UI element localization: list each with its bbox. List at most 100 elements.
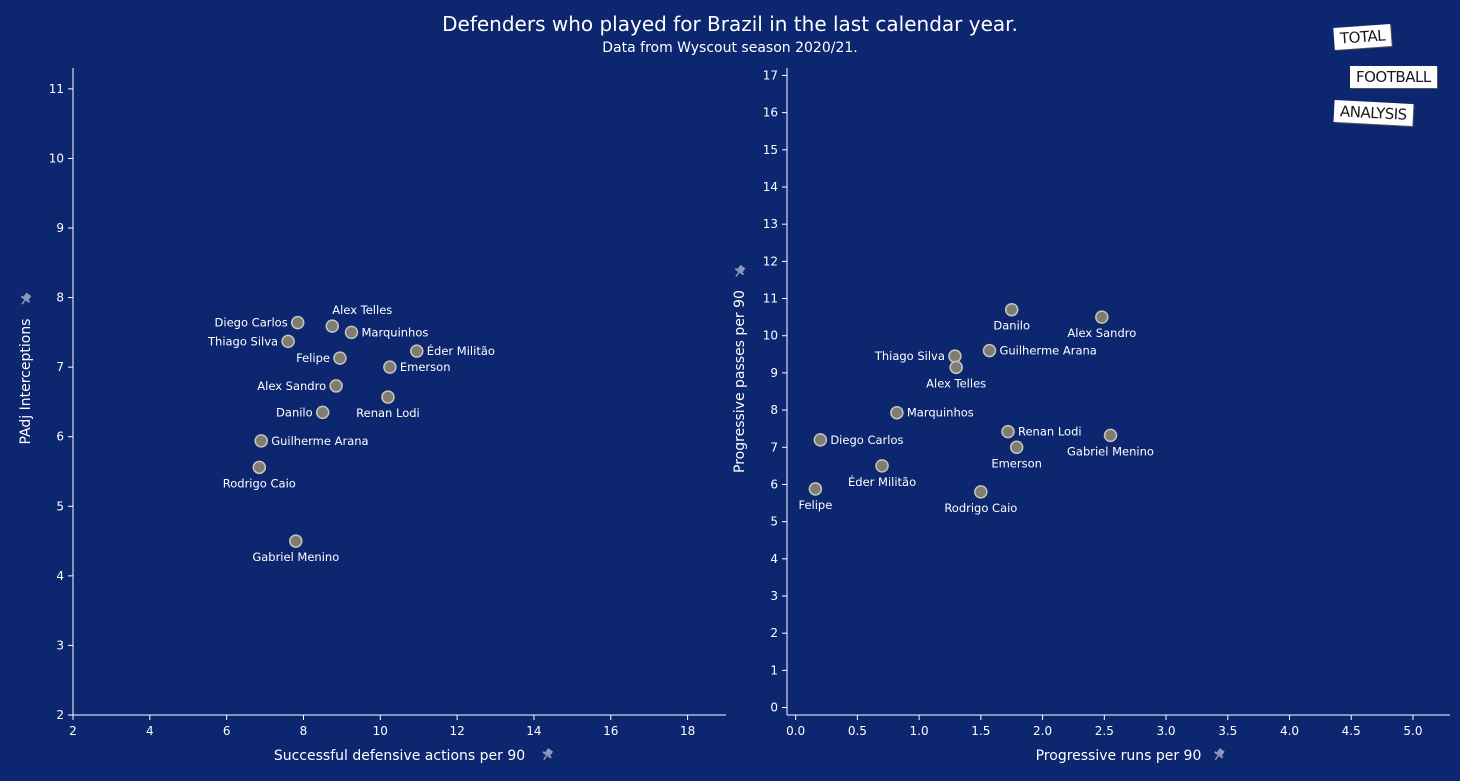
x-tick-label: 4.5: [1342, 724, 1361, 738]
pin-icon: [542, 748, 554, 761]
y-tick-label: 2: [770, 626, 778, 640]
data-point-marker: [1004, 302, 1019, 317]
data-point-marker: [325, 319, 340, 333]
x-tick-label: 0.0: [786, 724, 805, 738]
scatter-chart-2: 0.0 0.5 1.0 1.5 2.0 2.5 3.0 3.5 4.0 4.5 5.00123456…: [732, 68, 1450, 764]
y-tick-label: 8: [770, 403, 778, 417]
y-tick-label: 7: [770, 440, 778, 454]
x-axis-label: Progressive runs per 90: [1036, 748, 1202, 764]
data-point-marker: [974, 485, 988, 499]
data-point-marker: [813, 433, 828, 447]
data-point: Alex Sandro: [257, 379, 343, 393]
data-point: Alex Telles: [926, 360, 986, 390]
data-point: Rodrigo Caio: [944, 485, 1017, 515]
pin-head: [1216, 748, 1225, 756]
data-point-marker: [329, 379, 343, 393]
data-point-label: Marquinhos: [907, 406, 974, 420]
data-point-label: Gabriel Menino: [252, 550, 339, 564]
x-tick-label: 1.5: [971, 724, 990, 738]
pin-head: [23, 292, 32, 301]
data-point-marker: [890, 405, 904, 420]
y-tick-label: 9: [56, 221, 64, 235]
data-point-label: Felipe: [798, 498, 832, 512]
data-point-marker: [289, 534, 303, 548]
x-tick-label: 4: [146, 724, 154, 738]
data-point-label: Emerson: [991, 456, 1042, 470]
y-tick-label: 4: [56, 569, 64, 583]
data-point-marker: [948, 349, 962, 363]
y-tick-label: 8: [56, 291, 64, 305]
data-point-label: Emerson: [400, 360, 451, 374]
pin-base: [734, 267, 745, 276]
y-tick-label: 17: [763, 68, 778, 82]
x-tick-label: 3.0: [1156, 724, 1175, 738]
y-tick-label: 4: [770, 552, 778, 566]
data-point-label: Rodrigo Caio: [223, 476, 296, 490]
y-tick-label: 1: [770, 663, 778, 677]
pin-needle: [543, 755, 548, 761]
y-tick-label: 3: [56, 638, 64, 652]
data-point: Marquinhos: [890, 405, 974, 420]
y-tick-label: 13: [763, 217, 778, 231]
data-point-marker: [875, 459, 889, 473]
data-point-marker: [344, 325, 359, 340]
y-tick-label: 0: [770, 701, 778, 715]
data-point-marker: [281, 334, 295, 349]
data-point: Éder Militão: [848, 459, 916, 489]
x-tick-label: 2: [69, 724, 77, 738]
data-point-marker: [1095, 310, 1109, 324]
data-point-marker: [1103, 428, 1118, 443]
pin-base: [542, 751, 552, 759]
data-point-label: Felipe: [296, 351, 330, 365]
data-point-label: Alex Telles: [332, 303, 392, 317]
data-point: Felipe: [798, 482, 832, 512]
data-point: Renan Lodi: [1001, 425, 1082, 439]
data-point: Emerson: [991, 440, 1042, 470]
x-tick-label: 1.0: [910, 724, 929, 738]
data-point: Guilherme Arana: [254, 434, 369, 448]
data-point-marker: [290, 315, 305, 330]
data-point: Emerson: [383, 360, 451, 374]
y-axis-label: PAdj Interceptions: [18, 319, 34, 445]
y-tick-label: 11: [763, 292, 778, 306]
pin-needle: [735, 271, 740, 277]
data-point-label: Diego Carlos: [215, 316, 288, 330]
data-point-label: Alex Sandro: [257, 379, 326, 393]
y-tick-label: 3: [770, 589, 778, 603]
data-point-label: Éder Militão: [848, 474, 916, 489]
data-point-marker: [949, 360, 963, 375]
pin-icon: [1214, 748, 1225, 761]
pin-icon: [734, 264, 746, 277]
pin-icon: [20, 292, 32, 305]
pin-needle: [21, 299, 26, 305]
total-football-analysis-logo: TOTAL FOOTBALL ANALYSIS: [1330, 24, 1440, 136]
y-tick-label: 11: [49, 82, 64, 96]
data-point-label: Thiago Silva: [874, 349, 945, 363]
x-tick-label: 0.5: [848, 724, 867, 738]
y-tick-label: 2: [56, 708, 64, 722]
data-point: Rodrigo Caio: [223, 460, 296, 490]
data-point-marker: [383, 360, 397, 374]
data-point: Renan Lodi: [356, 390, 420, 420]
y-tick-label: 5: [770, 515, 778, 529]
data-point: Éder Militão: [410, 343, 495, 358]
data-point-label: Guilherme Arana: [999, 344, 1096, 358]
y-tick-label: 10: [49, 151, 64, 165]
data-point: Danilo: [993, 302, 1030, 333]
data-point: Marquinhos: [344, 325, 428, 340]
x-tick-label: 5.0: [1403, 724, 1422, 738]
y-tick-label: 6: [56, 430, 64, 444]
data-point-marker: [410, 344, 424, 358]
data-point: Gabriel Menino: [252, 534, 339, 564]
logo-line-football: FOOTBALL: [1350, 66, 1437, 88]
data-point: Danilo: [276, 405, 330, 419]
data-point: Gabriel Menino: [1067, 428, 1154, 458]
data-point: Diego Carlos: [215, 315, 305, 330]
data-point: Felipe: [296, 351, 347, 365]
data-point: Thiago Silva: [874, 349, 962, 363]
y-tick-label: 10: [763, 329, 778, 343]
x-tick-label: 6: [223, 724, 231, 738]
data-point: Guilherme Arana: [982, 344, 1097, 358]
